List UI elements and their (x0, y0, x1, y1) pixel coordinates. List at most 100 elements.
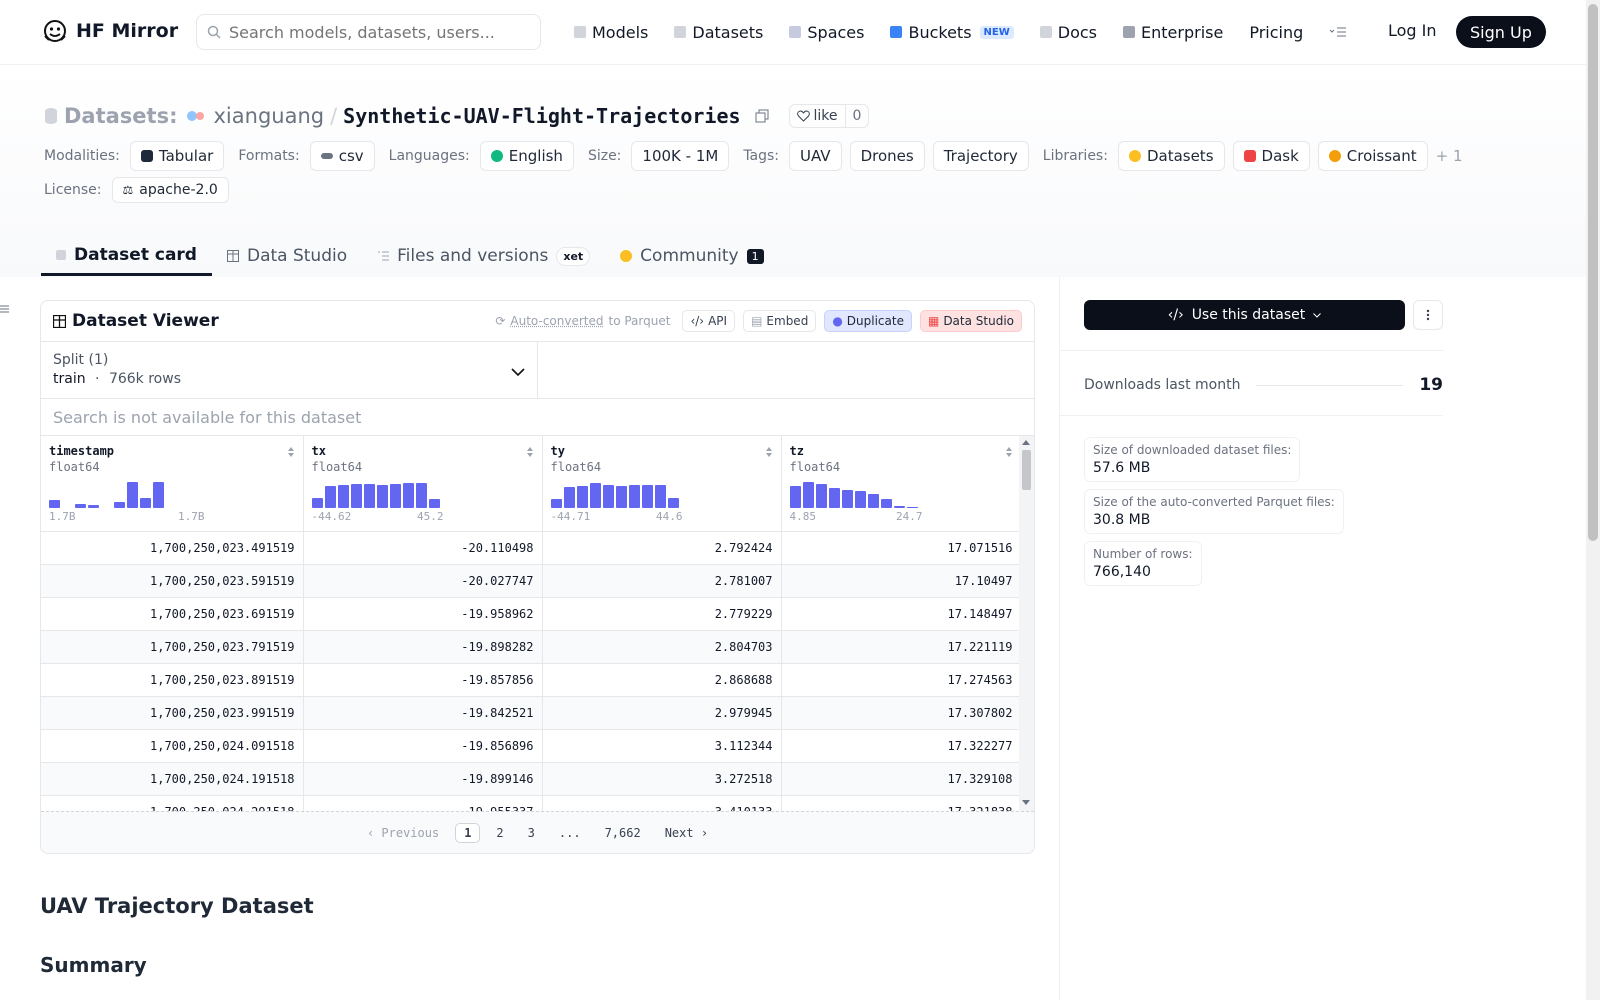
brand-logo[interactable]: HF Mirror (42, 18, 178, 44)
signup-button[interactable]: Sign Up (1456, 16, 1546, 48)
histogram-bar[interactable] (49, 500, 60, 508)
table-cell[interactable]: -19.842521 (303, 696, 543, 730)
table-cell[interactable]: 2.979945 (542, 696, 782, 730)
license-chip[interactable]: ⚖ apache-2.0 (111, 177, 229, 203)
library-chip[interactable]: Datasets (1117, 141, 1225, 171)
histogram-bar[interactable] (576, 486, 588, 508)
histogram-bar[interactable] (654, 485, 666, 508)
global-search[interactable] (196, 14, 541, 50)
sort-icon[interactable] (1005, 446, 1013, 458)
table-cell[interactable]: 2.792424 (542, 531, 782, 565)
table-scrollbar[interactable] (1019, 436, 1034, 811)
scroll-down-arrow[interactable] (1022, 800, 1030, 805)
column-header[interactable]: timestamp float64 1.7B 1.7B (41, 436, 304, 532)
table-cell[interactable]: -20.110498 (303, 531, 543, 565)
histogram-bar[interactable] (428, 499, 440, 508)
duplicate-button[interactable]: ● Duplicate (824, 310, 912, 332)
histogram-bar[interactable] (641, 485, 653, 508)
like-button[interactable]: like 0 (788, 104, 870, 128)
next-page-button[interactable]: Next › (664, 825, 709, 840)
table-cell[interactable]: 17.10497 (781, 564, 1022, 598)
library-chip[interactable]: Croissant (1317, 141, 1428, 171)
table-cell[interactable]: 17.148497 (781, 597, 1022, 631)
table-cell[interactable]: 17.322277 (781, 729, 1022, 763)
histogram-bar[interactable] (563, 487, 575, 508)
table-cell[interactable]: 2.804703 (542, 630, 782, 664)
table-cell[interactable]: -19.857856 (303, 663, 543, 697)
table-cell[interactable]: 1,700,250,023.691519 (41, 597, 304, 631)
search-input[interactable] (229, 22, 519, 42)
table-cell[interactable]: 2.781007 (542, 564, 782, 598)
table-cell[interactable]: 1,700,250,024.291518 (41, 795, 304, 811)
sidebar-toggle-icon[interactable] (0, 304, 10, 314)
format-chip[interactable]: csv (309, 141, 375, 171)
histogram-bar[interactable] (389, 484, 401, 508)
histogram-bar[interactable] (789, 486, 801, 508)
table-cell[interactable]: -19.856896 (303, 729, 543, 763)
data-studio-button[interactable]: ▦ Data Studio (919, 310, 1022, 332)
histogram-bar[interactable] (841, 490, 853, 508)
histogram-bar[interactable] (114, 502, 125, 508)
histogram-bar[interactable] (893, 506, 905, 508)
nav-spaces[interactable]: Spaces (789, 20, 864, 44)
histogram-bar[interactable] (140, 498, 151, 508)
table-cell[interactable]: 17.274563 (781, 663, 1022, 697)
repo-owner[interactable]: xianguang (213, 104, 325, 128)
histogram-bar[interactable] (802, 482, 814, 508)
table-cell[interactable]: -19.898282 (303, 630, 543, 664)
table-cell[interactable]: -19.955337 (303, 795, 543, 811)
histogram-bar[interactable] (667, 498, 679, 508)
table-cell[interactable]: 1,700,250,023.991519 (41, 696, 304, 730)
table-cell[interactable]: 3.112344 (542, 729, 782, 763)
auto-converted-link[interactable]: Auto-converted (510, 314, 604, 328)
table-cell[interactable]: 17.329108 (781, 762, 1022, 796)
table-cell[interactable]: 1,700,250,023.591519 (41, 564, 304, 598)
table-cell[interactable]: 3.410133 (542, 795, 782, 811)
nav-pricing[interactable]: Pricing (1249, 20, 1303, 44)
library-chip[interactable]: Dask (1232, 141, 1310, 171)
copy-icon[interactable] (755, 109, 769, 123)
nav-buckets[interactable]: Buckets NEW (890, 20, 1014, 44)
table-cell[interactable]: 17.321838 (781, 795, 1022, 811)
histogram-bar[interactable] (402, 483, 414, 508)
histogram-bar[interactable] (906, 507, 918, 508)
nav-docs[interactable]: Docs (1039, 20, 1097, 44)
tag-chip[interactable]: UAV (789, 141, 842, 171)
embed-button[interactable]: ▤ Embed (743, 310, 817, 332)
tab-files[interactable]: Files and versions xet (362, 236, 605, 276)
table-cell[interactable]: -20.027747 (303, 564, 543, 598)
table-cell[interactable]: 17.221119 (781, 630, 1022, 664)
histogram-bar[interactable] (828, 488, 840, 508)
table-cell[interactable]: 1,700,250,024.091518 (41, 729, 304, 763)
size-chip[interactable]: 100K - 1M (631, 141, 730, 171)
more-menu-button[interactable] (1329, 20, 1347, 44)
histogram-bar[interactable] (628, 485, 640, 508)
sort-icon[interactable] (765, 446, 773, 458)
table-cell[interactable]: 3.272518 (542, 762, 782, 796)
histogram-bar[interactable] (615, 486, 627, 508)
histogram-bar[interactable] (337, 485, 349, 508)
table-cell[interactable]: -19.958962 (303, 597, 543, 631)
language-chip[interactable]: English (479, 141, 574, 171)
histogram-bar[interactable] (75, 504, 86, 508)
tab-dataset-card[interactable]: Dataset card (41, 236, 212, 276)
scroll-thumb[interactable] (1022, 450, 1031, 490)
column-header[interactable]: ty float64 -44.71 44.6 (542, 436, 782, 532)
histogram-bar[interactable] (867, 494, 879, 508)
table-cell[interactable]: -19.899146 (303, 762, 543, 796)
tab-community[interactable]: Community 1 (605, 236, 778, 276)
split-selector[interactable]: Split (1) train · 766k rows (41, 342, 538, 398)
histogram-bar[interactable] (153, 482, 164, 508)
page-scroll-thumb[interactable] (1588, 4, 1598, 541)
column-header[interactable]: tz float64 4.85 24.7 (781, 436, 1022, 532)
scroll-up-arrow[interactable] (1022, 440, 1030, 445)
libraries-more[interactable]: + 1 (1435, 147, 1463, 165)
page-scrollbar[interactable] (1586, 0, 1600, 1000)
column-header[interactable]: tx float64 -44.62 45.2 (303, 436, 543, 532)
histogram-bar[interactable] (350, 484, 362, 508)
page-button[interactable]: 7,662 (604, 825, 641, 840)
histogram-bar[interactable] (815, 484, 827, 508)
tab-data-studio[interactable]: Data Studio (212, 236, 362, 276)
tag-chip[interactable]: Drones (849, 141, 925, 171)
histogram-bar[interactable] (550, 499, 562, 508)
